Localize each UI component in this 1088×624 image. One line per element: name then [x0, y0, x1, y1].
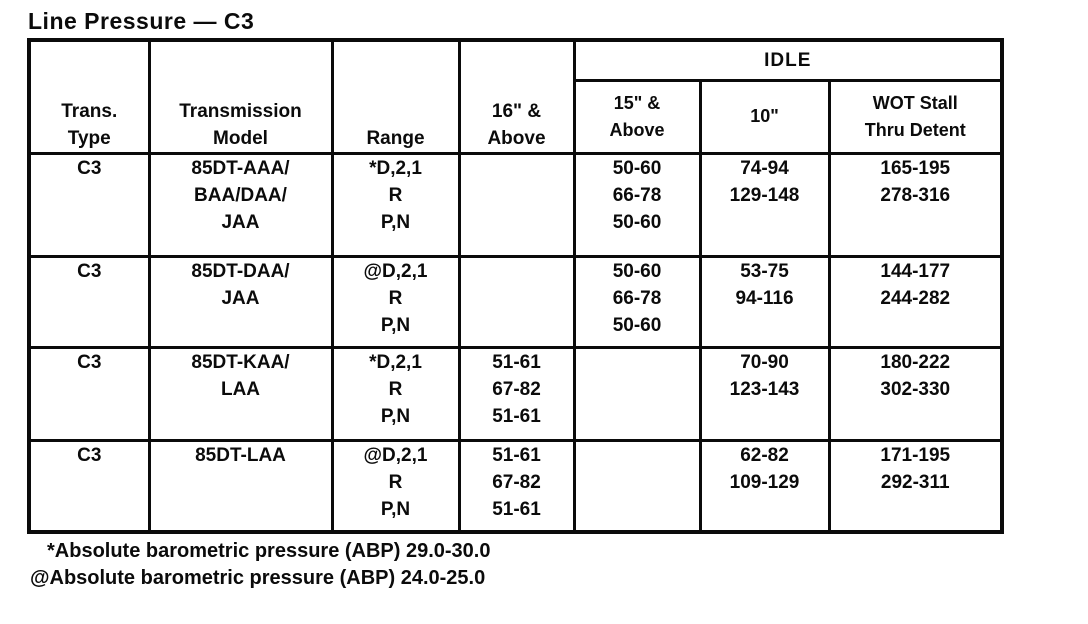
header-16-above: 16" & Above — [457, 38, 576, 155]
cell-15-above: 50-60 66-78 50-60 — [572, 254, 702, 349]
header-row-top: Trans. Type Transmission Model Range 16"… — [27, 38, 1004, 155]
cell-16-above — [457, 151, 576, 258]
cell-wot-stall: 165-195 278-316 — [827, 151, 1004, 258]
cell-wot-stall: 180-222 302-330 — [827, 345, 1004, 442]
footnotes: *Absolute barometric pressure (ABP) 29.0… — [30, 538, 491, 592]
cell-range: *D,2,1 R P,N — [330, 345, 461, 442]
header-row-sub: 15" & Above 10" WOT Stall Thru Detent — [29, 78, 1004, 155]
cell-15-above: 50-60 66-78 50-60 — [572, 151, 702, 258]
cell-range: @D,2,1 R P,N — [330, 254, 461, 349]
footnote-abp-24-25: @Absolute barometric pressure (ABP) 24.0… — [30, 567, 486, 589]
cell-range: *D,2,1 R P,N — [330, 151, 461, 258]
cell-trans-type: C3 — [27, 254, 151, 349]
header-10: 10" — [698, 78, 831, 155]
header-transmission-model: Transmission Model — [147, 38, 334, 155]
table-row: C3 85DT-KAA/ LAA *D,2,1 R P,N 51-61 67-8… — [27, 345, 1004, 442]
header-idle: IDLE — [572, 38, 1004, 82]
header-wot-stall: WOT Stall Thru Detent — [827, 78, 1004, 155]
cell-10: 70-90 123-143 — [698, 345, 831, 442]
cell-trans-type: C3 — [27, 438, 151, 534]
table-row: C3 85DT-AAA/ BAA/DAA/ JAA *D,2,1 R P,N 5… — [27, 151, 1004, 258]
cell-model: 85DT-KAA/ LAA — [147, 345, 334, 442]
line-pressure-table: Trans. Type Transmission Model Range 16"… — [27, 38, 1005, 534]
cell-16-above: 51-61 67-82 51-61 — [457, 345, 576, 442]
cell-model: 85DT-DAA/ JAA — [147, 254, 334, 349]
header-15-above: 15" & Above — [572, 78, 702, 155]
page-title: Line Pressure — C3 — [28, 8, 255, 34]
cell-16-above: 51-61 67-82 51-61 — [457, 438, 576, 534]
cell-model: 85DT-LAA — [147, 438, 334, 534]
cell-16-above — [457, 254, 576, 349]
table-row: C3 85DT-LAA @D,2,1 R P,N 51-61 67-82 51-… — [27, 438, 1004, 534]
footnote-abp-29-30: *Absolute barometric pressure (ABP) 29.0… — [47, 540, 491, 562]
cell-trans-type: C3 — [27, 345, 151, 442]
cell-10: 74-94 129-148 — [698, 151, 831, 258]
cell-10: 53-75 94-116 — [698, 254, 831, 349]
table-row: C3 85DT-DAA/ JAA @D,2,1 R P,N 50-60 66-7… — [27, 254, 1004, 349]
cell-wot-stall: 144-177 244-282 — [827, 254, 1004, 349]
cell-15-above — [572, 345, 702, 442]
cell-trans-type: C3 — [27, 151, 151, 258]
cell-10: 62-82 109-129 — [698, 438, 831, 534]
cell-15-above — [572, 438, 702, 534]
cell-wot-stall: 171-195 292-311 — [827, 438, 1004, 534]
header-trans-type: Trans. Type — [27, 38, 151, 155]
cell-model: 85DT-AAA/ BAA/DAA/ JAA — [147, 151, 334, 258]
cell-range: @D,2,1 R P,N — [330, 438, 461, 534]
header-range: Range — [330, 38, 461, 155]
